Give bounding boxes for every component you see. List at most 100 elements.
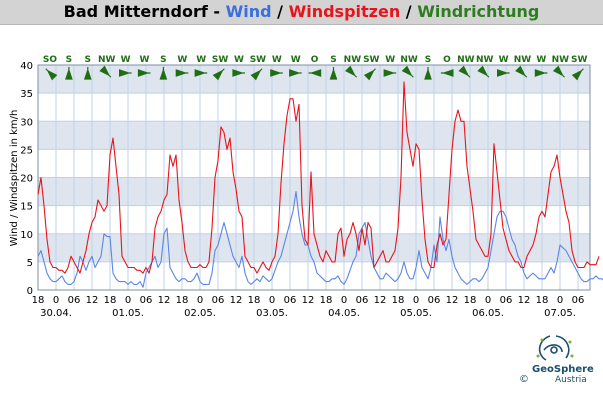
logo-name: GeoSphere [532,364,594,375]
wind-direction-arrow [401,65,414,78]
x-tick-label: 0 [269,295,275,306]
direction-label: SO [43,55,57,65]
date-label: 07.05. [544,308,576,319]
wind-direction-arrow [534,69,548,77]
logo-sub: Austria [555,375,587,385]
y-tick-label: 40 [20,61,33,72]
y-axis-label: Wind / Windspitzen in km/h [9,110,20,247]
wind-direction-arrow [289,69,302,77]
x-tick-label: 06 [500,295,513,306]
x-tick-label: 06 [284,295,297,306]
y-tick-label: 15 [20,202,33,213]
direction-label: W [536,55,546,65]
direction-label: W [291,55,301,65]
date-label: 06.05. [472,308,504,319]
title-separator: - [207,2,226,21]
direction-label: W [499,55,509,65]
title-direction: Windrichtung [417,2,540,21]
wind-direction-arrow [383,69,397,77]
date-label: 04.05. [328,308,360,319]
x-tick-label: 0 [125,295,131,306]
title-bar: Bad Mitterndorf - Wind / Windspitzen / W… [0,0,603,25]
title-separator: / [271,2,289,21]
x-tick-label: 18 [536,295,549,306]
x-tick-label: 06 [356,295,369,306]
direction-label: O [311,55,319,65]
wind-direction-arrow [99,65,112,78]
logo-copyright: © [519,374,529,385]
wind-direction-arrow [477,65,490,78]
direction-label: S [160,55,166,65]
direction-label: NW [552,55,570,65]
wind-direction-arrow [137,69,151,77]
wind-series-line [37,191,603,288]
x-tick-label: 18 [248,295,261,306]
y-tick-label: 25 [20,145,33,156]
x-tick-label: 18 [392,295,405,306]
wind-direction-arrow [83,67,92,80]
y-tick-label: 30 [20,117,33,128]
direction-label: NW [514,55,532,65]
background-band [38,65,590,94]
x-tick-label: 12 [518,295,531,306]
wind-direction-arrow [159,67,168,80]
gridlines [37,64,591,291]
date-label: 05.05. [400,308,432,319]
date-label: 01.05. [112,308,144,319]
wind-direction-arrow [329,67,338,80]
x-tick-label: 06 [68,295,81,306]
date-labels: 30.04. 01.05. 02.05. 03.05. 04.05. 05.05. 06.0… [40,308,576,319]
y-tick-labels: 0 5 10 15 20 25 30 35 40 [20,61,33,297]
wind-direction-arrow [118,69,132,77]
wind-direction-arrow [424,67,432,80]
x-tick-label: 18 [32,295,45,306]
x-tick-label: 12 [86,295,99,306]
background-band [38,121,590,150]
x-tick-label: 0 [557,295,563,306]
x-tick-label: 12 [302,295,315,306]
title-separator: / [400,2,418,21]
wind-direction-arrow [345,65,358,78]
wind-direction-arrow [45,68,58,81]
date-label: 30.04. [40,308,72,319]
direction-label: W [385,55,395,65]
x-tick-label: 0 [53,295,59,306]
direction-label: W [196,55,206,65]
wind-direction-arrow [65,67,73,80]
wind-direction-arrow [194,69,208,77]
x-tick-label: 0 [341,295,347,306]
wind-direction-arrow [250,68,263,81]
series-lines [37,81,603,288]
y-tick-label: 0 [27,286,33,297]
direction-label: SW [363,55,379,65]
direction-label: W [177,55,187,65]
direction-label: NW [98,55,116,65]
direction-label: NW [476,55,494,65]
direction-label: SW [250,55,266,65]
direction-label: W [121,55,131,65]
wind-direction-arrow [440,69,454,77]
wind-direction-arrow [232,69,245,77]
x-tick-labels: 18 0 06 12 18 0 06 12 18 0 06 12 18 0 06 12 18 0 06 12 18 0 06… [32,295,585,306]
x-tick-label: 06 [140,295,153,306]
x-tick-label: 0 [197,295,203,306]
date-label: 02.05. [184,308,216,319]
wind-direction-arrow [363,68,376,81]
y-tick-label: 10 [20,230,33,241]
x-tick-label: 12 [446,295,459,306]
x-tick-label: 12 [230,295,243,306]
wind-direction-arrow [458,65,471,78]
title-location: Bad Mitterndorf [63,2,208,21]
direction-label: O [443,55,451,65]
direction-label: W [234,55,244,65]
x-tick-label: 06 [572,295,585,306]
wind-direction-arrow [212,68,225,81]
x-tick-label: 0 [413,295,419,306]
plot-border [37,64,591,291]
x-tick-label: 12 [374,295,387,306]
direction-label: W [272,55,282,65]
title-gusts: Windspitzen [288,2,401,21]
direction-label: SW [212,55,228,65]
direction-label: S [330,55,336,65]
